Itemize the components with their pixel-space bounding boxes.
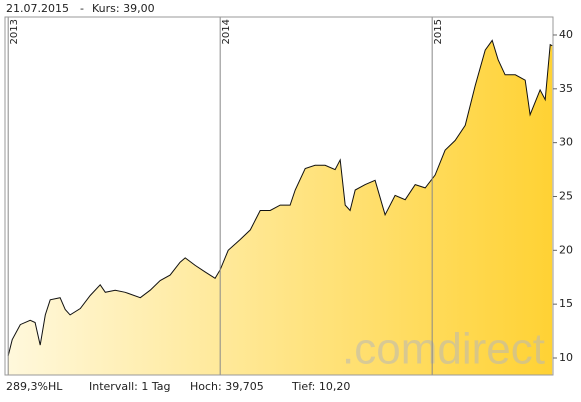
x-tick-label: 2014 [221,19,232,44]
footer-high: Hoch: 39,705 [190,380,264,393]
x-tick-label: 2013 [9,19,20,44]
watermark: .comdirect [342,325,545,374]
y-tick-label: 40 [559,28,573,41]
header-price: Kurs: 39,00 [92,2,155,15]
y-tick-label: 10 [559,351,573,364]
price-area [8,40,553,376]
x-tick-label: 2015 [433,19,444,44]
y-tick-label: 30 [559,136,573,149]
y-tick-label: 25 [559,189,573,202]
y-tick-label: 35 [559,82,573,95]
price-line [7,39,553,356]
footer-hl: 289,3%HL [6,380,63,393]
header-date: 21.07.2015 [6,2,69,15]
y-tick-label: 20 [559,243,573,256]
y-tick-label: 15 [559,297,573,310]
header-separator: - [80,2,84,15]
footer-low: Tief: 10,20 [291,380,350,393]
footer-interval: Intervall: 1 Tag [89,380,171,393]
